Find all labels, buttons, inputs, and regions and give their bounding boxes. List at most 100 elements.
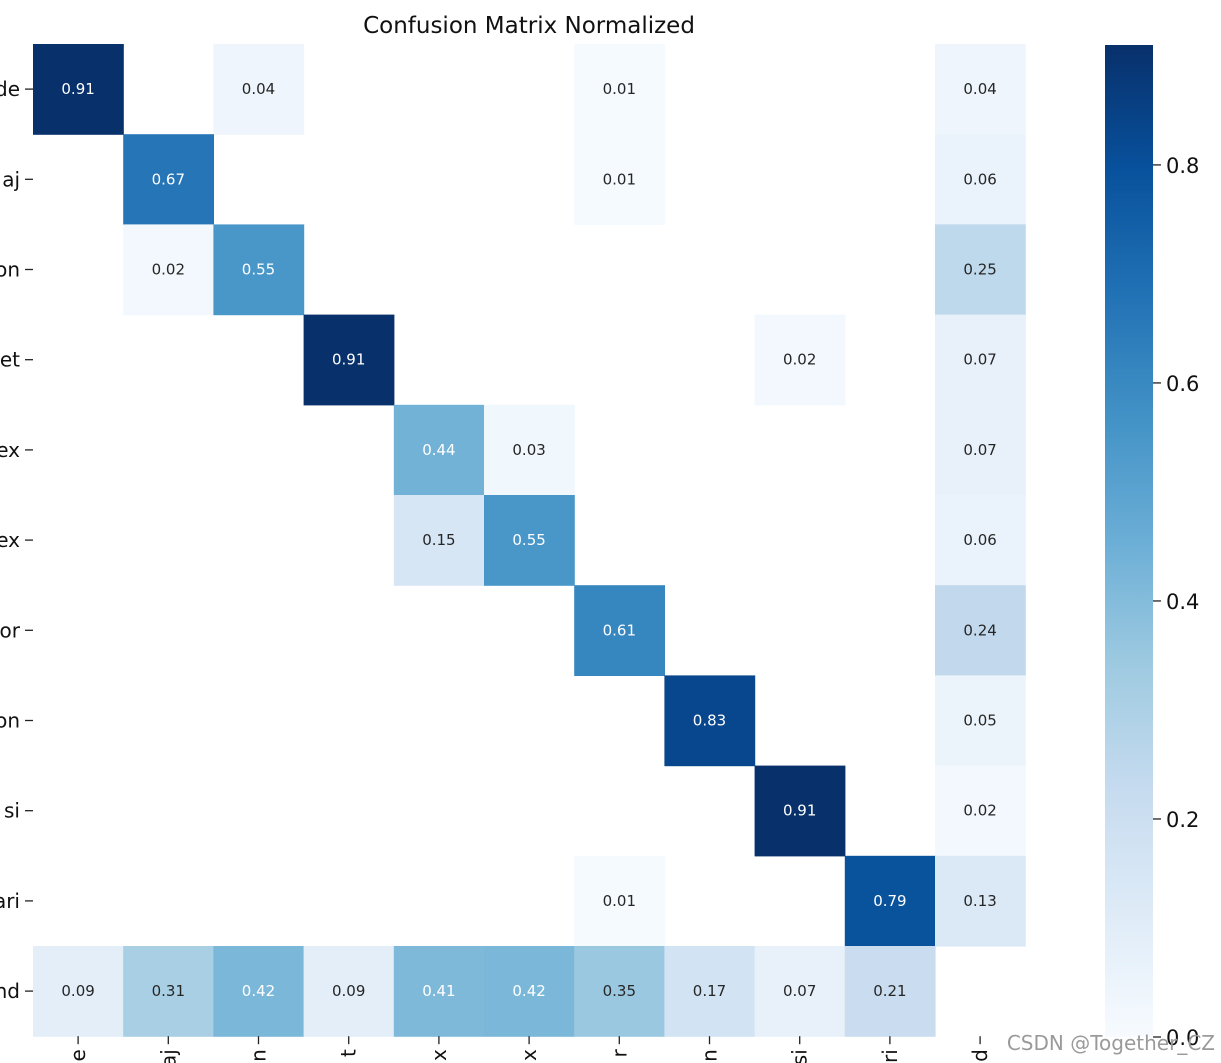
heatmap-cell — [123, 134, 214, 225]
row-tick-label: et — [0, 348, 20, 372]
heatmap-cell — [754, 946, 846, 1037]
cell-value-label: 0.02 — [152, 261, 185, 279]
heatmap-cell — [393, 946, 485, 1037]
cell-value-label: 0.09 — [61, 982, 94, 1000]
heatmap-cell — [935, 765, 1026, 857]
cell-value-label: 0.03 — [512, 441, 545, 459]
colorbar — [1105, 45, 1153, 1037]
heatmap-cell — [664, 675, 756, 767]
col-tick-label: n — [698, 1049, 722, 1062]
colorbar-tick-label: 0.6 — [1166, 372, 1199, 396]
cell-value-label: 0.31 — [152, 982, 185, 1000]
cell-value-label: 0.55 — [512, 531, 545, 549]
cell-value-label: 0.04 — [242, 80, 275, 98]
cell-value-label: 0.17 — [693, 982, 726, 1000]
row-tick-label: ex — [0, 438, 20, 462]
heatmap-cell — [123, 224, 214, 316]
row-tick-label: or — [0, 618, 21, 642]
cell-value-label: 0.06 — [963, 531, 996, 549]
cell-value-label: 0.02 — [783, 351, 816, 369]
cell-value-label: 0.04 — [963, 80, 996, 98]
row-tick-label: aj — [2, 167, 20, 191]
row-tick-label: nd — [0, 979, 20, 1003]
cell-value-label: 0.09 — [332, 982, 365, 1000]
heatmap-cell — [935, 224, 1026, 316]
cell-value-label: 0.21 — [873, 982, 906, 1000]
heatmap-cell — [33, 946, 124, 1037]
heatmap-cell — [574, 946, 665, 1037]
col-tick-label: ri — [878, 1049, 902, 1063]
cell-value-label: 0.01 — [603, 892, 636, 910]
chart-title: Confusion Matrix Normalized — [363, 13, 695, 39]
col-tick-label: x — [517, 1049, 541, 1061]
heatmap-cell — [303, 314, 395, 406]
heatmap-cell — [33, 44, 124, 135]
heatmap-cell — [754, 314, 846, 406]
cell-value-label: 0.13 — [963, 892, 996, 910]
col-tick-label: n — [247, 1049, 271, 1062]
cell-value-label: 0.05 — [963, 712, 996, 730]
colorbar-tick-label: 0.2 — [1166, 808, 1199, 832]
heatmap-cell — [754, 765, 846, 857]
col-tick-label: e — [66, 1049, 90, 1061]
colorbar-tick-label: 0.8 — [1166, 154, 1199, 178]
heatmap-cell — [935, 675, 1026, 767]
cell-value-label: 0.91 — [783, 802, 816, 820]
watermark: CSDN @Together_CZ — [1006, 1031, 1215, 1055]
heatmap-cell — [213, 44, 305, 135]
col-tick-label: aj — [156, 1049, 180, 1063]
cell-value-label: 0.07 — [783, 982, 816, 1000]
colorbar-tick-label: 0.4 — [1166, 590, 1199, 614]
row-tick-label: on — [0, 258, 20, 282]
colorbar-tick-label: 0.0 — [1166, 1026, 1199, 1050]
cell-value-label: 0.15 — [422, 531, 455, 549]
heatmap-cell — [844, 855, 936, 947]
cell-value-label: 0.41 — [422, 982, 455, 1000]
heatmap-cell — [935, 855, 1026, 947]
row-tick-label: de — [0, 77, 20, 101]
cell-value-label: 0.02 — [963, 802, 996, 820]
cell-value-label: 0.07 — [963, 351, 996, 369]
heatmap-cell — [935, 134, 1026, 225]
heatmap-cell — [844, 946, 936, 1037]
cell-value-label: 0.83 — [693, 712, 726, 730]
heatmap-cell — [484, 495, 575, 586]
heatmap-cell — [484, 404, 575, 496]
cell-value-label: 0.67 — [152, 170, 185, 188]
col-tick-label: t — [337, 1049, 361, 1057]
row-tick-labels: de aj on et ex ex or on si ari nd — [0, 77, 33, 1003]
cell-value-label: 0.01 — [603, 170, 636, 188]
cell-value-label: 0.91 — [61, 80, 94, 98]
heatmap-cell — [935, 44, 1026, 135]
heatmap-cell — [664, 946, 756, 1037]
heatmap-cell — [213, 946, 305, 1037]
cell-value-label: 0.55 — [242, 261, 275, 279]
cell-value-label: 0.42 — [512, 982, 545, 1000]
heatmap-cell — [574, 585, 665, 676]
colorbar-ticks: 0.0 0.2 0.4 0.6 0.8 — [1153, 154, 1199, 1050]
heatmap-cell — [213, 224, 305, 316]
heatmap-cell — [574, 855, 665, 947]
col-tick-label: si — [788, 1049, 812, 1063]
cell-value-label: 0.35 — [603, 982, 636, 1000]
heatmap-cell — [123, 946, 214, 1037]
heatmap-cell — [574, 134, 665, 225]
cell-value-label: 0.06 — [963, 170, 996, 188]
col-tick-labels: e aj n t x x r n si ri d — [66, 1036, 992, 1063]
col-tick-label: x — [427, 1049, 451, 1061]
row-tick-label: ari — [0, 889, 20, 913]
cell-value-label: 0.25 — [963, 261, 996, 279]
cell-value-label: 0.91 — [332, 351, 365, 369]
heatmap-cell — [393, 495, 485, 586]
heatmap-cell — [303, 946, 395, 1037]
row-tick-label: si — [4, 799, 20, 823]
col-tick-label: r — [607, 1048, 631, 1057]
row-tick-label: on — [0, 709, 20, 733]
heatmap-cell — [935, 404, 1026, 496]
heatmap-cell — [935, 585, 1026, 676]
cell-value-label: 0.42 — [242, 982, 275, 1000]
heatmap-cells: 0.91 0.04 0.01 0.04 0.67 0.01 0.06 0.02 0.55 0.25… — [33, 44, 1026, 1037]
heatmap-cell — [393, 404, 485, 496]
heatmap-cell — [574, 44, 665, 135]
